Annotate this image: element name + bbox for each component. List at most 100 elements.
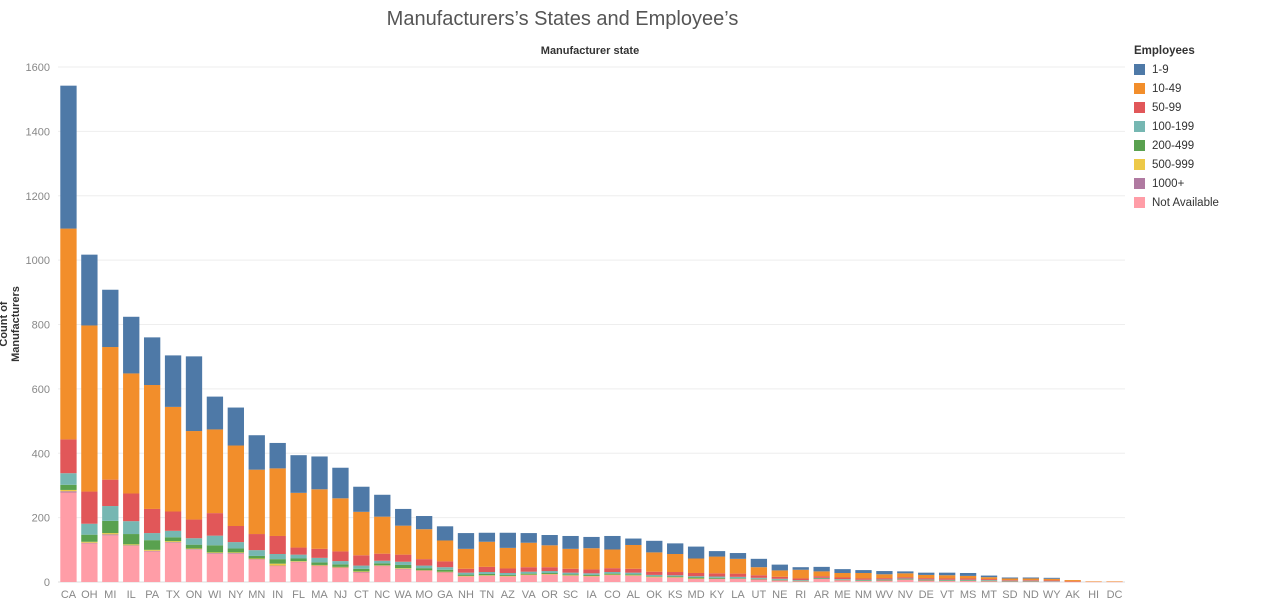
bar-segment-IL-1-9[interactable] [123,316,140,374]
bar-segment-MI-1-9[interactable] [102,289,119,348]
bar-segment-MN-50-99[interactable] [248,534,265,551]
bar-segment-MS-200-499[interactable] [959,580,977,581]
bar-segment-KS-10-49[interactable] [667,553,684,573]
bar-segment-CT-1000+[interactable] [353,572,370,573]
bar-segment-NH-1-9[interactable] [457,533,475,549]
bar-segment-SC-10-49[interactable] [562,548,579,569]
bar-segment-AR-100-199[interactable] [813,577,830,579]
bar-segment-CO-100-199[interactable] [604,572,621,574]
bar-segment-ON-100-199[interactable] [185,538,203,545]
bar-segment-MT-100-199[interactable] [980,580,998,581]
bar-segment-OK-500-999[interactable] [646,576,663,578]
bar-segment-LA-50-99[interactable] [729,573,747,577]
bar-segment-MI-1000+[interactable] [102,534,119,536]
bar-segment-PA-100-199[interactable] [143,533,161,541]
bar-segment-OR-50-99[interactable] [541,567,558,572]
bar-segment-CA-not-available[interactable] [60,492,77,582]
bar-segment-VT-100-199[interactable] [939,579,956,581]
bar-segment-GA-200-499[interactable] [436,569,454,572]
bar-segment-VT-10-49[interactable] [939,575,956,579]
bar-segment-KS-1-9[interactable] [667,543,684,554]
bar-segment-LA-1-9[interactable] [729,553,747,559]
bar-segment-ND-100-199[interactable] [1022,580,1040,582]
bar-segment-PA-1000+[interactable] [143,550,161,552]
bar-segment-NY-10-49[interactable] [227,445,244,526]
bar-segment-SC-200-499[interactable] [562,574,579,576]
bar-segment-GA-1-9[interactable] [436,526,454,541]
bar-segment-RI-200-499[interactable] [792,580,809,582]
bar-segment-WA-100-199[interactable] [395,561,412,565]
bar-segment-MO-not-available[interactable] [415,570,433,582]
bar-segment-MA-not-available[interactable] [311,565,328,582]
bar-segment-TX-1-9[interactable] [164,355,182,407]
bar-segment-CT-500-999[interactable] [353,571,370,573]
bar-segment-ON-500-999[interactable] [185,548,203,550]
bar-segment-LA-200-499[interactable] [729,578,747,579]
bar-segment-WI-50-99[interactable] [206,513,224,536]
bar-segment-MN-1-9[interactable] [248,435,265,470]
bar-segment-AZ-200-499[interactable] [499,574,516,576]
bar-segment-WV-not-available[interactable] [876,580,893,582]
bar-segment-WI-200-499[interactable] [206,545,224,553]
bar-segment-MI-not-available[interactable] [102,535,119,582]
bar-segment-NY-200-499[interactable] [227,548,244,553]
bar-segment-NY-100-199[interactable] [227,542,244,549]
bar-segment-WV-200-499[interactable] [876,580,893,581]
bar-segment-DE-1-9[interactable] [918,572,935,575]
bar-segment-AZ-50-99[interactable] [499,568,516,573]
bar-segment-LA-100-199[interactable] [729,576,747,579]
bar-segment-IN-500-999[interactable] [269,563,286,566]
bar-segment-FL-10-49[interactable] [290,492,307,548]
bar-segment-TN-50-99[interactable] [478,566,496,573]
bar-segment-KS-100-199[interactable] [667,575,684,577]
bar-segment-NV-50-99[interactable] [897,577,914,579]
bar-segment-WV-10-49[interactable] [876,574,893,579]
bar-segment-GA-500-999[interactable] [436,571,454,573]
bar-segment-CA-200-499[interactable] [60,484,77,490]
bar-segment-MT-1-9[interactable] [980,575,998,578]
bar-segment-MN-500-999[interactable] [248,558,265,560]
bar-segment-CO-50-99[interactable] [604,568,621,573]
bar-segment-KS-50-99[interactable] [667,572,684,576]
bar-segment-VA-50-99[interactable] [520,567,537,572]
bar-segment-AK-50-99[interactable] [1064,581,1081,582]
bar-segment-OR-100-199[interactable] [541,571,558,573]
bar-segment-MD-1-9[interactable] [687,546,705,559]
bar-segment-MN-10-49[interactable] [248,469,265,535]
bar-segment-WY-not-available[interactable] [1043,581,1060,582]
bar-segment-ND-200-499[interactable] [1022,581,1040,582]
bar-segment-IA-1-9[interactable] [583,536,600,549]
bar-segment-ME-10-49[interactable] [834,572,851,578]
bar-segment-KY-100-199[interactable] [708,576,726,578]
bar-segment-CO-not-available[interactable] [604,574,621,582]
bar-segment-VA-not-available[interactable] [520,574,537,582]
bar-segment-NH-100-199[interactable] [457,572,475,575]
bar-segment-AZ-10-49[interactable] [499,547,516,569]
bar-segment-FL-100-199[interactable] [290,554,307,559]
bar-segment-ON-1-9[interactable] [185,356,203,432]
bar-segment-OR-200-499[interactable] [541,572,558,574]
bar-segment-FL-500-999[interactable] [290,561,307,562]
bar-segment-WV-50-99[interactable] [876,578,893,580]
bar-segment-DC-not-available[interactable] [1106,581,1123,583]
bar-segment-MN-1000+[interactable] [248,559,265,560]
bar-segment-NY-not-available[interactable] [227,553,244,582]
bar-segment-CT-1-9[interactable] [353,486,370,512]
bar-segment-SD-10-49[interactable] [1001,578,1019,581]
bar-segment-MN-not-available[interactable] [248,559,265,582]
bar-segment-TN-500-999[interactable] [478,575,496,576]
bar-segment-KY-not-available[interactable] [708,578,726,582]
bar-segment-ON-1000+[interactable] [185,549,203,550]
bar-segment-PA-1-9[interactable] [143,337,161,386]
bar-segment-AR-10-49[interactable] [813,571,830,577]
bar-segment-WA-1000+[interactable] [395,568,412,570]
bar-segment-OH-1-9[interactable] [81,254,98,326]
bar-segment-MO-1-9[interactable] [415,516,433,530]
bar-segment-OK-10-49[interactable] [646,552,663,572]
legend-item[interactable]: 1000+ [1134,174,1219,193]
bar-segment-FL-50-99[interactable] [290,547,307,555]
bar-segment-MA-50-99[interactable] [311,548,328,558]
bar-segment-ME-50-99[interactable] [834,577,851,580]
bar-segment-OR-10-49[interactable] [541,545,558,568]
bar-segment-MD-not-available[interactable] [687,578,705,582]
